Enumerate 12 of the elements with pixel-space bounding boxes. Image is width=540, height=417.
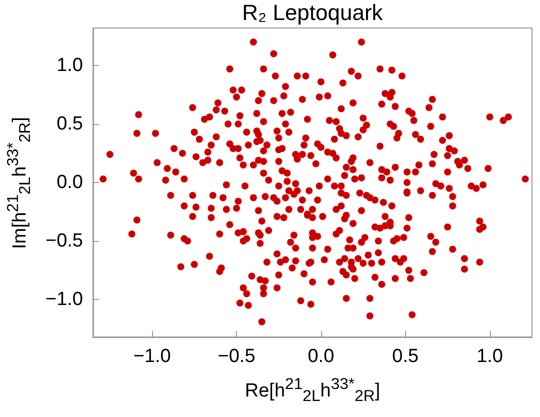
x-tick-label: −0.5 <box>218 346 256 367</box>
chart-title: R₂ Leptoquark <box>241 0 384 26</box>
x-axis-title: Re[h$^{21}$$_{2L}$h$^{33*}$$_{2R}$] <box>244 376 382 406</box>
y-tick-label: −0.5 <box>45 230 83 252</box>
y-tick-label: 0.0 <box>56 172 83 193</box>
x-tick-label: −1.0 <box>133 346 171 367</box>
x-tick-label: 1.0 <box>476 346 503 367</box>
x-tick-label: 0.5 <box>392 346 419 367</box>
x-tick-label: 0.0 <box>308 346 334 367</box>
y-tick-label: 1.0 <box>56 54 83 76</box>
y-tick-label: 0.5 <box>56 113 83 134</box>
y-tick-label: −1.0 <box>45 289 83 310</box>
